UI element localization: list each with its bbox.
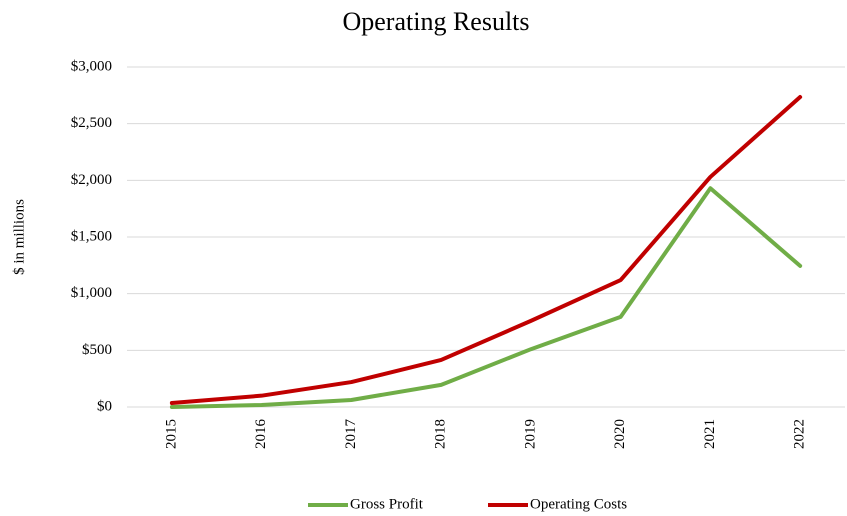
y-tick-label: $1,500 bbox=[71, 228, 112, 244]
legend-label: Operating Costs bbox=[530, 496, 627, 512]
line-series bbox=[169, 186, 803, 409]
x-tick-label: 2022 bbox=[792, 419, 808, 449]
y-tick-label: $2,500 bbox=[71, 115, 112, 131]
legend-label: Gross Profit bbox=[350, 496, 424, 512]
x-tick-label: 2016 bbox=[253, 419, 269, 450]
line-series bbox=[169, 95, 803, 406]
chart-title: Operating Results bbox=[342, 7, 529, 36]
y-tick-label: $0 bbox=[97, 398, 112, 414]
x-tick-label: 2019 bbox=[522, 419, 538, 449]
y-tick-label: $1,000 bbox=[71, 285, 112, 301]
x-tick-label: 2015 bbox=[163, 419, 179, 449]
y-tick-label: $500 bbox=[82, 342, 112, 358]
x-tick-label: 2020 bbox=[612, 419, 628, 449]
x-tick-label: 2021 bbox=[702, 419, 718, 449]
x-tick-label: 2018 bbox=[433, 419, 449, 449]
x-tick-label: 2017 bbox=[343, 419, 359, 450]
y-tick-label: $3,000 bbox=[71, 58, 112, 74]
y-tick-label: $2,000 bbox=[71, 172, 112, 188]
y-axis-title: $ in millions bbox=[11, 199, 27, 275]
